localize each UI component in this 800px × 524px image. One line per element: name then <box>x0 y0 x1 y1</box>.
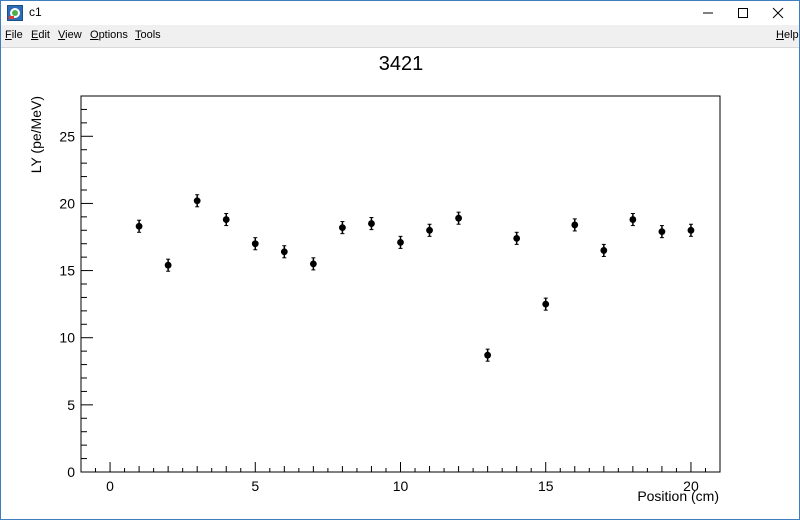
menu-file[interactable]: File <box>5 29 23 41</box>
y-tick-label: 15 <box>59 263 75 279</box>
data-point <box>397 235 404 249</box>
data-marker <box>484 351 492 359</box>
plot-canvas[interactable]: 3421 0 5 10 15 20 0 5 10 15 20 25 Position (cm) LY… <box>3 48 799 519</box>
y-axis-label: LY (pe/MeV) <box>28 96 44 173</box>
x-tick-label: 15 <box>538 478 554 494</box>
data-marker <box>193 197 201 205</box>
x-tick-label: 20 <box>683 478 699 494</box>
maximize-button[interactable] <box>720 1 766 25</box>
data-marker <box>309 260 317 268</box>
y-tick-label: 20 <box>59 195 75 211</box>
data-marker <box>571 221 579 229</box>
data-point <box>658 225 666 239</box>
close-icon <box>772 7 784 19</box>
data-point <box>687 223 695 237</box>
y-tick-label: 5 <box>67 397 75 413</box>
menu-help[interactable]: Help <box>776 29 799 41</box>
data-marker <box>513 234 521 242</box>
scatter-plot: 3421 0 5 10 15 20 0 5 10 15 20 25 Position (cm) LY… <box>28 53 721 504</box>
data-point <box>542 297 550 311</box>
data-marker <box>164 261 172 269</box>
data-marker <box>368 220 375 227</box>
data-point <box>571 218 579 232</box>
data-point <box>280 245 288 259</box>
data-point <box>309 257 317 271</box>
maximize-icon <box>738 8 748 18</box>
close-button[interactable] <box>755 1 800 25</box>
data-point <box>426 223 433 237</box>
data-marker <box>455 214 462 222</box>
data-point <box>368 217 375 231</box>
data-marker <box>135 222 143 230</box>
data-marker <box>426 226 433 234</box>
data-points <box>135 194 695 362</box>
menu-tools[interactable]: Tools <box>135 29 161 41</box>
data-point <box>513 231 521 245</box>
data-marker <box>397 238 404 246</box>
data-point <box>455 211 462 225</box>
menu-options[interactable]: Options <box>90 29 128 41</box>
data-point <box>251 237 259 251</box>
minimize-icon <box>703 12 713 14</box>
data-point <box>193 194 201 208</box>
data-marker <box>600 247 608 254</box>
data-point <box>600 243 608 257</box>
x-tick-label: 10 <box>393 478 409 494</box>
data-point <box>135 219 143 233</box>
data-marker <box>280 248 288 256</box>
data-marker <box>629 216 637 223</box>
data-marker <box>222 216 230 223</box>
root-canvas-icon <box>7 5 23 21</box>
title-bar[interactable]: c1 <box>1 1 799 25</box>
data-point <box>339 221 346 235</box>
y-tick-label: 0 <box>67 464 75 480</box>
x-tick-label: 0 <box>106 478 114 494</box>
y-tick-label: 25 <box>59 128 75 144</box>
data-point <box>629 213 637 227</box>
data-point <box>484 348 492 362</box>
x-tick-label: 5 <box>251 478 259 494</box>
data-marker <box>339 224 346 232</box>
menu-view[interactable]: View <box>58 29 82 41</box>
data-marker <box>687 226 695 234</box>
data-marker <box>251 240 259 248</box>
minimize-button[interactable] <box>685 1 731 25</box>
menu-bar: File Edit View Options Tools Help <box>1 25 799 48</box>
chart-title: 3421 <box>379 53 424 75</box>
data-point <box>222 213 230 227</box>
menu-edit[interactable]: Edit <box>31 29 50 41</box>
data-marker <box>542 300 550 308</box>
x-axis-label: Position (cm) <box>637 488 719 504</box>
axis-ticks: 0 5 10 15 20 0 5 10 15 20 25 <box>59 95 721 494</box>
plot-frame <box>80 95 721 473</box>
window-title: c1 <box>29 5 42 19</box>
y-tick-label: 10 <box>59 330 75 346</box>
data-point <box>164 258 172 272</box>
data-marker <box>658 228 666 236</box>
